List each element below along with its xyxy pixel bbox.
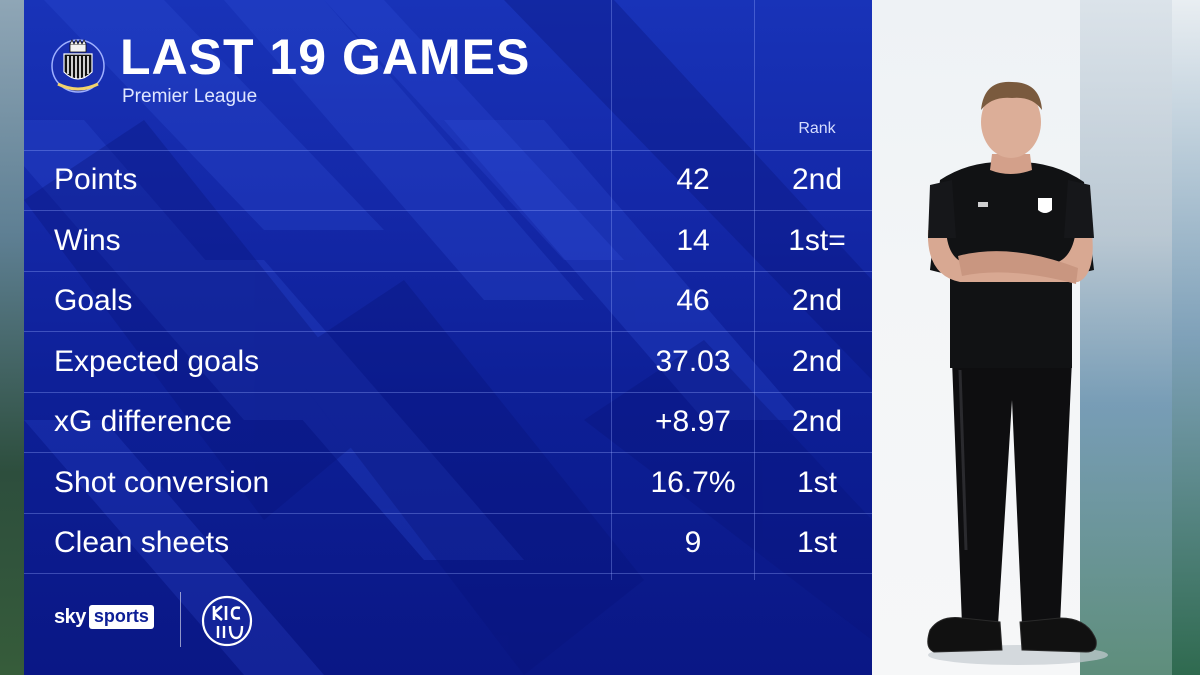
logo-separator xyxy=(180,592,181,647)
stat-value: 37.03 xyxy=(655,344,731,378)
stat-value: 46 xyxy=(676,284,710,317)
row-divider xyxy=(24,573,872,574)
newcastle-united-crest-icon xyxy=(51,39,105,93)
page-title: LAST 19 GAMES xyxy=(120,29,531,85)
table-row: Shot conversion 16.7% 1st xyxy=(24,453,872,514)
sports-logo-box: sports xyxy=(88,605,154,629)
sky-sports-logo: sky sports xyxy=(54,603,154,631)
row-divider xyxy=(24,210,872,211)
stat-label: Expected goals xyxy=(54,344,260,378)
manager-photo xyxy=(927,81,1108,665)
stat-rank: 1st= xyxy=(788,223,846,257)
table-row: Goals 46 2nd xyxy=(24,271,872,332)
stat-value: +8.97 xyxy=(655,405,731,438)
stat-value: 9 xyxy=(684,526,702,559)
row-divider xyxy=(24,392,872,393)
row-divider xyxy=(24,513,872,514)
rank-column-header: Rank xyxy=(798,120,836,137)
stat-value: 14 xyxy=(676,223,710,257)
row-divider xyxy=(24,150,872,151)
stat-rank: 2nd xyxy=(791,405,843,438)
stat-value: 16.7% xyxy=(650,465,736,499)
row-divider xyxy=(24,452,872,453)
stat-value: 42 xyxy=(676,163,710,196)
stat-label: Wins xyxy=(54,223,121,257)
sky-logo-word: sky xyxy=(54,605,86,628)
stat-label: Shot conversion xyxy=(54,465,270,499)
stadium-left-edge xyxy=(0,0,24,675)
table-row: Points 42 2nd xyxy=(24,150,872,211)
stats-table: Points 42 2nd Wins 14 1st= Goals 46 2nd … xyxy=(24,150,872,574)
kick-it-out-logo-icon xyxy=(201,595,253,647)
table-row: xG difference +8.97 2nd xyxy=(24,392,872,453)
row-divider xyxy=(24,331,872,332)
stat-rank: 2nd xyxy=(791,163,843,196)
stat-rank: 2nd xyxy=(791,344,843,378)
table-row: Wins 14 1st= xyxy=(24,211,872,272)
row-divider xyxy=(24,271,872,272)
page-subtitle: Premier League xyxy=(122,86,258,107)
column-divider xyxy=(611,0,612,580)
table-row: Clean sheets 9 1st xyxy=(24,513,872,574)
column-divider xyxy=(754,0,755,580)
stat-rank: 1st xyxy=(796,526,838,559)
table-row: Expected goals 37.03 2nd xyxy=(24,332,872,393)
stat-label: Clean sheets xyxy=(54,526,230,559)
stat-label: Goals xyxy=(54,284,133,317)
stadium-right-edge xyxy=(1172,0,1200,675)
stat-label: Points xyxy=(54,163,138,196)
stat-rank: 1st xyxy=(796,465,838,499)
stat-label: xG difference xyxy=(54,405,232,438)
stat-rank: 2nd xyxy=(791,284,843,317)
